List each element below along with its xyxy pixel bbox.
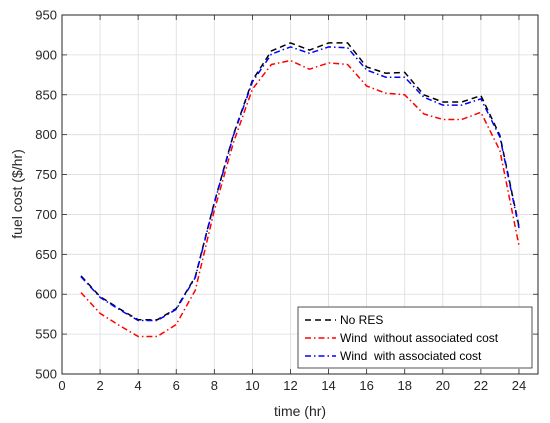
y-ticks: 500 550 600 650 700 750 800 850 900 950	[35, 8, 538, 382]
x-tick-label: 6	[173, 378, 180, 393]
y-tick-label: 650	[35, 247, 57, 262]
y-tick-label: 950	[35, 8, 57, 23]
series-line-wind-with-cost	[80, 46, 520, 322]
x-tick-label: 8	[211, 378, 218, 393]
y-tick-label: 800	[35, 127, 57, 142]
series-lines	[80, 42, 520, 338]
legend-label-wind-without-cost: Wind without associated cost	[340, 331, 499, 345]
y-tick-label: 750	[35, 167, 57, 182]
series-line-wind-without-cost	[80, 59, 520, 338]
x-tick-label: 24	[512, 378, 526, 393]
x-tick-label: 4	[135, 378, 142, 393]
legend-box	[297, 306, 533, 369]
x-tick-label: 12	[283, 378, 297, 393]
x-axis-label: time (hr)	[274, 403, 326, 419]
legend-label-wind-with-cost: Wind with associated cost	[340, 349, 482, 363]
y-axis-label: fuel cost ($/hr)	[9, 149, 25, 238]
x-tick-label: 22	[474, 378, 488, 393]
x-tick-label: 20	[436, 378, 450, 393]
x-tick-label: 10	[245, 378, 259, 393]
y-tick-label: 550	[35, 327, 57, 342]
legend-label-no-res: No RES	[340, 313, 383, 327]
x-tick-label: 18	[397, 378, 411, 393]
y-tick-label: 600	[35, 287, 57, 302]
x-ticks: 0 2 4 6 8 10 12 14 16 18 20 22 24	[58, 15, 526, 393]
series-line-no-res	[80, 42, 520, 321]
plot-frame	[61, 14, 539, 375]
x-tick-label: 2	[96, 378, 103, 393]
y-tick-label: 850	[35, 87, 57, 102]
x-tick-label: 0	[58, 378, 65, 393]
x-tick-label: 16	[359, 378, 373, 393]
legend: No RES Wind without associated cost Wind…	[297, 306, 533, 369]
y-tick-label: 900	[35, 47, 57, 62]
y-tick-label: 500	[35, 367, 57, 382]
x-tick-label: 14	[321, 378, 335, 393]
y-tick-label: 700	[35, 207, 57, 222]
